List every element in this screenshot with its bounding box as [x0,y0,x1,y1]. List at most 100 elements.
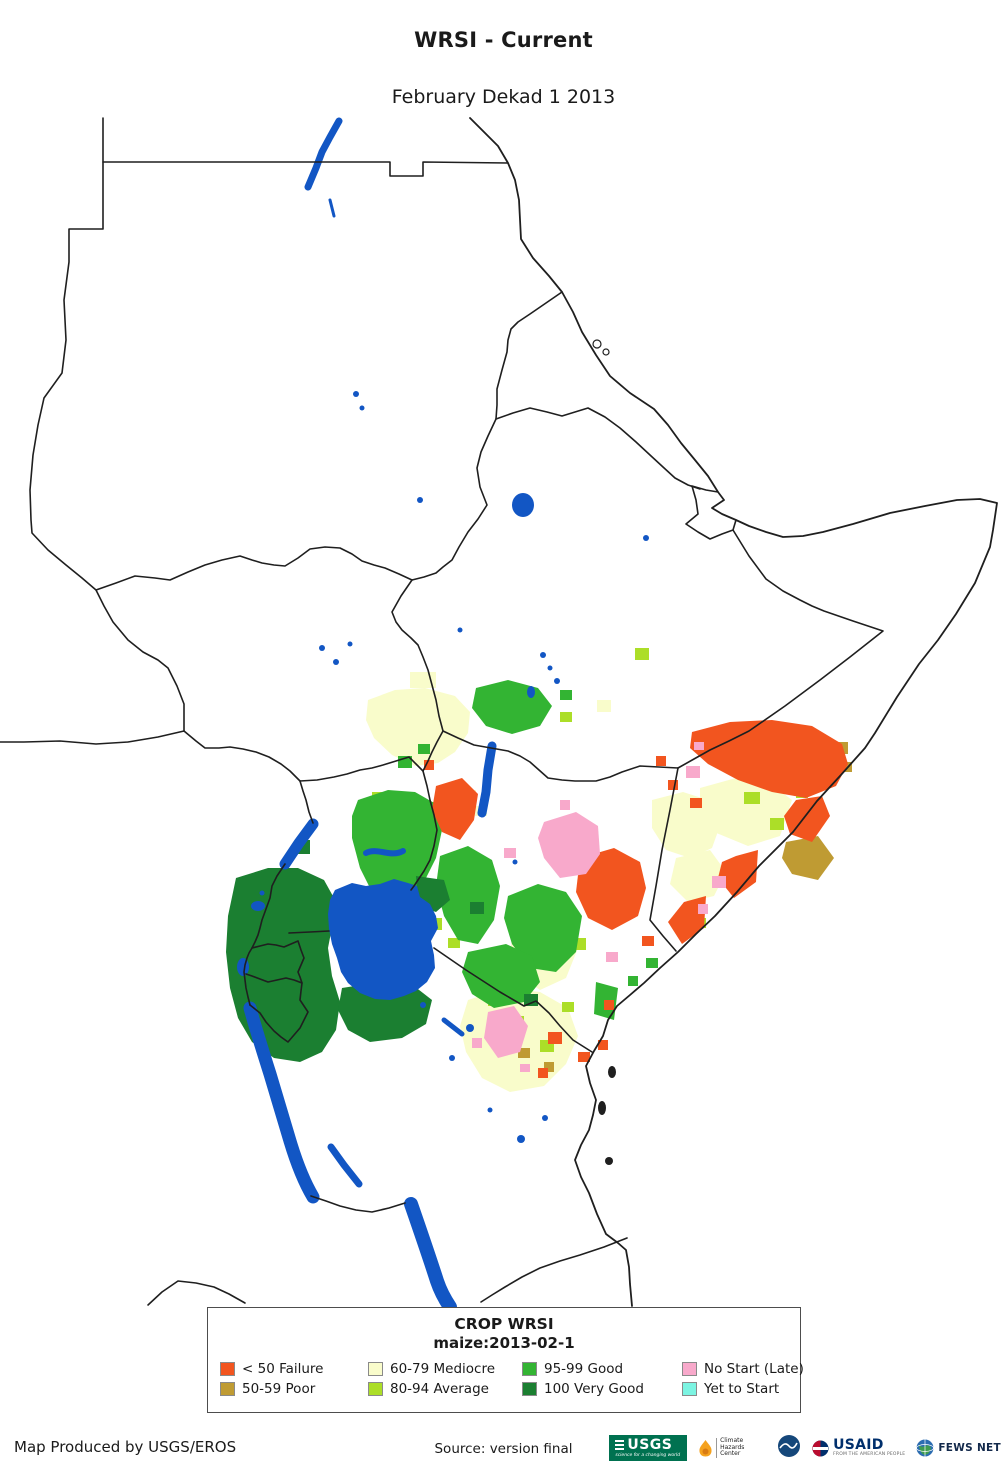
border-kenya-somalia [649,767,679,952]
usaid-text-block: USAID FROM THE AMERICAN PEOPLE [833,1438,905,1458]
small-lakes-and-rivers [259,198,649,1143]
chc-flame-icon [699,1439,712,1457]
border-rwanda [245,940,305,984]
border-ethiopia-kenya [442,730,679,782]
legend-swatch-failure [220,1362,235,1376]
border-kenya-tanzania [433,947,593,1053]
wrsi-patch-failure [690,720,848,798]
border-eritrea-ethiopia [495,407,701,490]
legend-swatch-mediocre [368,1362,383,1376]
legend-grid: < 50 Failure 50-59 Poor 60-79 Mediocre 8… [216,1361,804,1397]
usaid-tagline: FROM THE AMERICAN PEOPLE [833,1452,906,1458]
source-text: Source: version final [434,1441,573,1457]
country-borders-layer [0,117,998,1307]
border-sudan-eritrea [495,291,563,420]
legend-title: CROP WRSI [454,1315,554,1333]
border-sudan-ethiopia [411,418,497,581]
lake-malawi [404,1197,457,1314]
lake-tana [512,493,534,517]
border-djibouti [685,485,737,540]
wrsi-patch-failure [432,778,478,840]
border-ethiopia-somalia [677,529,884,769]
border-uganda-tanzania [288,930,330,934]
legend-label-yettostart: Yet to Start [704,1381,780,1397]
legend-subtitle: maize:2013-02-1 [433,1334,575,1352]
border-drc-zambia [147,1280,246,1306]
dahlak-islands [602,348,610,356]
dahlak-islands [592,339,602,349]
lake-tanganyika [243,1001,320,1204]
lake-nasser [304,117,343,191]
wrsi-patch-nostart [484,1006,528,1058]
fews-net-logo-text: FEWS NET [938,1442,1001,1454]
usgs-bars-icon [615,1439,625,1442]
mafia-island [605,1157,613,1165]
usgs-logo-text: USGS [627,1436,673,1453]
border-burundi [249,982,309,1043]
wrsi-patch-poor [782,836,834,880]
legend-item-poor: 50-59 Poor [220,1381,366,1397]
border-southsudan-uganda-kenya [299,730,444,782]
wrsi-patch-failure [668,896,706,944]
legend-item-mediocre: 60-79 Mediocre [368,1361,520,1377]
wrsi-patch-good [462,944,540,1008]
zanzibar-island [598,1101,606,1115]
lake-turkana [477,741,497,818]
wrsi-region-failure [424,720,848,1078]
fews-globe-icon [916,1439,935,1457]
legend-swatch-good [522,1362,537,1376]
usaid-logo: USAID FROM THE AMERICAN PEOPLE [812,1438,905,1458]
water-layer [237,117,649,1314]
wrsi-patch-good [352,790,442,903]
legend-box: CROP WRSI maize:2013-02-1 < 50 Failure 5… [207,1307,804,1413]
legend-swatch-yettostart [682,1382,697,1396]
lake-kivu [237,958,249,976]
wrsi-patch-mediocre [700,778,792,846]
fews-net-logo: FEWS NET [916,1439,1001,1457]
legend-label-nostart: No Start (Late) [704,1361,804,1377]
usgs-logo: USGS science for a changing world [609,1434,688,1462]
legend-swatch-poor [220,1382,235,1396]
climate-hazards-center-logo: Climate Hazards Center [698,1437,766,1459]
legend-swatch-verygood [522,1382,537,1396]
legend-swatch-average [368,1382,383,1396]
border-egypt-sudan [102,117,509,177]
wrsi-data-layer [226,648,852,1092]
wrsi-region-good [352,680,658,1020]
legend-label-good: 95-99 Good [544,1361,624,1377]
page-title: WRSI - Current [414,28,593,52]
wrsi-patch-nostart [538,812,600,878]
legend-swatch-nostart [682,1362,697,1376]
wrsi-patch-mediocre [670,850,726,902]
legend-label-average: 80-94 Average [390,1381,489,1397]
border-uganda-drc-rwanda [243,780,314,1006]
legend-label-poor: 50-59 Poor [242,1381,316,1397]
noaa-circle-icon [778,1435,801,1457]
lake-albert [279,818,319,870]
wrsi-patch-good [472,680,552,734]
border-car-drc [0,730,185,745]
footer-logos: USGS science for a changing world Climat… [609,1428,1001,1468]
noaa-logo [777,1434,801,1462]
lake-victoria [328,879,438,1000]
lake-rukwa [327,1143,363,1188]
lake-kyoga [363,848,406,857]
wrsi-patch-good [436,846,500,944]
wrsi-patch-good [504,884,582,972]
border-libya-chad-sudan [29,161,185,732]
chc-logo-text: Climate Hazards Center [716,1437,766,1459]
border-uganda-kenya [410,770,438,891]
usgs-tagline: science for a changing world [615,1452,681,1458]
usaid-logo-text: USAID [833,1437,884,1454]
legend-item-verygood: 100 Very Good [522,1381,680,1397]
usaid-emblem-icon [812,1440,829,1456]
legend-label-mediocre: 60-79 Mediocre [390,1361,496,1377]
wrsi-region-nostart [472,742,726,1072]
lake-eyasi [441,1017,465,1037]
wrsi-patch-failure [576,848,646,930]
legend-item-average: 80-94 Average [368,1381,520,1397]
border-tanzania-mozambique [480,1237,628,1303]
legend-label-verygood: 100 Very Good [544,1381,644,1397]
